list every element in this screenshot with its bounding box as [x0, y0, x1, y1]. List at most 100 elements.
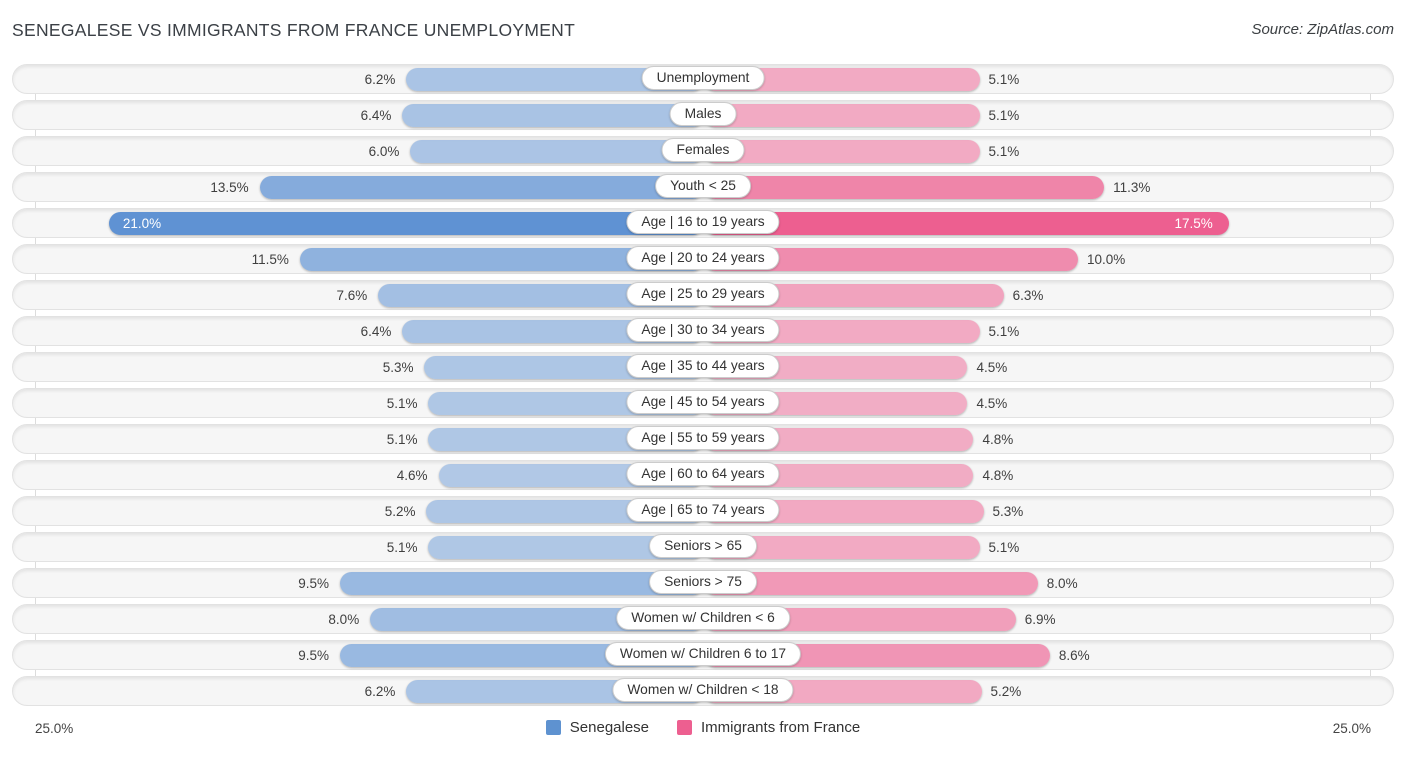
bar-senegalese: [259, 176, 704, 199]
chart-row: 5.1% 4.8% Age | 55 to 59 years: [12, 424, 1394, 454]
value-label-immigrants: 5.1%: [988, 324, 1020, 339]
legend-swatch-immigrants: [677, 720, 693, 735]
legend-label-senegalese: Senegalese: [569, 719, 650, 736]
chart-row: 13.5% 11.3% Youth < 25: [12, 172, 1394, 202]
bar-immigrants-from-france: [704, 572, 1038, 595]
bar-immigrants-from-france: [704, 140, 980, 163]
value-label-immigrants: 4.8%: [982, 432, 1014, 447]
category-pill: Women w/ Children 6 to 17: [604, 642, 802, 666]
value-label-senegalese: 6.4%: [360, 108, 392, 123]
category-pill: Age | 65 to 74 years: [626, 498, 780, 522]
chart-row: 6.4% 5.1% Males: [12, 100, 1394, 130]
value-label-senegalese: 8.0%: [328, 612, 360, 627]
chart-row: 8.0% 6.9% Women w/ Children < 6: [12, 604, 1394, 634]
chart-rows: 6.2% 5.1% Unemployment 6.4% 5.1% Males 6.0% 5.1…: [12, 64, 1394, 706]
chart-row: 6.2% 5.2% Women w/ Children < 18: [12, 676, 1394, 706]
chart-row: 21.0% 17.5% Age | 16 to 19 years: [12, 208, 1394, 238]
bar-senegalese: [410, 140, 704, 163]
gridline-right-25pct: [1370, 64, 1371, 702]
bar-senegalese: [406, 68, 704, 91]
category-pill: Females: [661, 138, 745, 162]
chart-row: 6.0% 5.1% Females: [12, 136, 1394, 166]
value-label-immigrants: 8.0%: [1046, 576, 1078, 591]
bar-senegalese: [378, 284, 704, 307]
bar-senegalese: [428, 536, 704, 559]
chart-row: 6.2% 5.1% Unemployment: [12, 64, 1394, 94]
category-pill: Seniors > 65: [649, 534, 757, 558]
source-credit: Source: ZipAtlas.com: [1251, 21, 1394, 38]
value-label-immigrants: 6.3%: [1012, 288, 1044, 303]
value-label-senegalese: 6.4%: [360, 324, 392, 339]
value-label-immigrants: 5.3%: [992, 504, 1024, 519]
value-label-immigrants: 17.5%: [1174, 216, 1213, 231]
bar-immigrants-from-france: [704, 212, 1229, 235]
legend-swatch-senegalese: [545, 720, 561, 735]
value-label-senegalese: 13.5%: [210, 180, 249, 195]
bar-immigrants-from-france: [704, 248, 1078, 271]
chart-row: 9.5% 8.6% Women w/ Children 6 to 17: [12, 640, 1394, 670]
category-pill: Age | 60 to 64 years: [626, 462, 780, 486]
value-label-senegalese: 7.6%: [336, 288, 368, 303]
category-pill: Age | 30 to 34 years: [626, 318, 780, 342]
value-label-senegalese: 6.2%: [364, 684, 396, 699]
bar-immigrants-from-france: [704, 68, 980, 91]
value-label-senegalese: 9.5%: [298, 648, 330, 663]
value-label-immigrants: 5.1%: [988, 144, 1020, 159]
category-pill: Age | 20 to 24 years: [626, 246, 780, 270]
category-pill: Unemployment: [641, 66, 765, 90]
category-pill: Age | 16 to 19 years: [626, 210, 780, 234]
value-label-immigrants: 4.5%: [976, 396, 1008, 411]
bar-senegalese: [108, 212, 704, 235]
chart-row: 11.5% 10.0% Age | 20 to 24 years: [12, 244, 1394, 274]
diverging-bar-chart: 6.2% 5.1% Unemployment 6.4% 5.1% Males 6.0% 5.1…: [12, 64, 1394, 706]
bar-senegalese: [402, 104, 704, 127]
value-label-senegalese: 5.1%: [386, 540, 418, 555]
chart-row: 6.4% 5.1% Age | 30 to 34 years: [12, 316, 1394, 346]
value-label-immigrants: 4.5%: [976, 360, 1008, 375]
category-pill: Age | 55 to 59 years: [626, 426, 780, 450]
category-pill: Age | 25 to 29 years: [626, 282, 780, 306]
header: SENEGALESE VS IMMIGRANTS FROM FRANCE UNE…: [12, 0, 1394, 64]
value-label-senegalese: 5.3%: [382, 360, 414, 375]
value-label-immigrants: 10.0%: [1087, 252, 1126, 267]
value-label-immigrants: 6.9%: [1024, 612, 1056, 627]
value-label-immigrants: 5.1%: [988, 72, 1020, 87]
gridline-left-25pct: [35, 64, 36, 702]
value-label-senegalese: 5.1%: [386, 396, 418, 411]
category-pill: Males: [669, 102, 737, 126]
bar-senegalese: [340, 572, 704, 595]
category-pill: Seniors > 75: [649, 570, 757, 594]
category-pill: Women w/ Children < 6: [616, 606, 790, 630]
chart-row: 9.5% 8.0% Seniors > 75: [12, 568, 1394, 598]
value-label-immigrants: 8.6%: [1058, 648, 1090, 663]
value-label-senegalese: 4.6%: [396, 468, 428, 483]
value-label-immigrants: 11.3%: [1113, 180, 1151, 195]
bar-immigrants-from-france: [704, 176, 1105, 199]
value-label-senegalese: 6.2%: [364, 72, 396, 87]
value-label-immigrants: 5.2%: [990, 684, 1022, 699]
bar-senegalese: [299, 248, 704, 271]
chart-row: 5.3% 4.5% Age | 35 to 44 years: [12, 352, 1394, 382]
category-pill: Age | 45 to 54 years: [626, 390, 780, 414]
value-label-senegalese: 5.1%: [386, 432, 418, 447]
value-label-senegalese: 9.5%: [298, 576, 330, 591]
category-pill: Women w/ Children < 18: [612, 678, 794, 702]
page-title: SENEGALESE VS IMMIGRANTS FROM FRANCE UNE…: [12, 20, 576, 40]
value-label-immigrants: 5.1%: [988, 108, 1020, 123]
axis-max-label-right: 25.0%: [1332, 721, 1371, 736]
unemployment-comparison-page: SENEGALESE VS IMMIGRANTS FROM FRANCE UNE…: [12, 0, 1394, 752]
axis-max-label-left: 25.0%: [35, 721, 74, 736]
category-pill: Youth < 25: [655, 174, 751, 198]
bar-immigrants-from-france: [704, 536, 980, 559]
value-label-immigrants: 5.1%: [988, 540, 1020, 555]
value-label-senegalese: 11.5%: [251, 252, 289, 267]
category-pill: Age | 35 to 44 years: [626, 354, 780, 378]
value-label-senegalese: 5.2%: [384, 504, 416, 519]
chart-row: 5.1% 4.5% Age | 45 to 54 years: [12, 388, 1394, 418]
value-label-senegalese: 21.0%: [122, 216, 162, 231]
legend-label-immigrants: Immigrants from France: [701, 719, 861, 736]
chart-row: 5.1% 5.1% Seniors > 65: [12, 532, 1394, 562]
legend: Senegalese Immigrants from France: [12, 712, 1394, 736]
chart-row: 4.6% 4.8% Age | 60 to 64 years: [12, 460, 1394, 490]
value-label-senegalese: 6.0%: [368, 144, 400, 159]
